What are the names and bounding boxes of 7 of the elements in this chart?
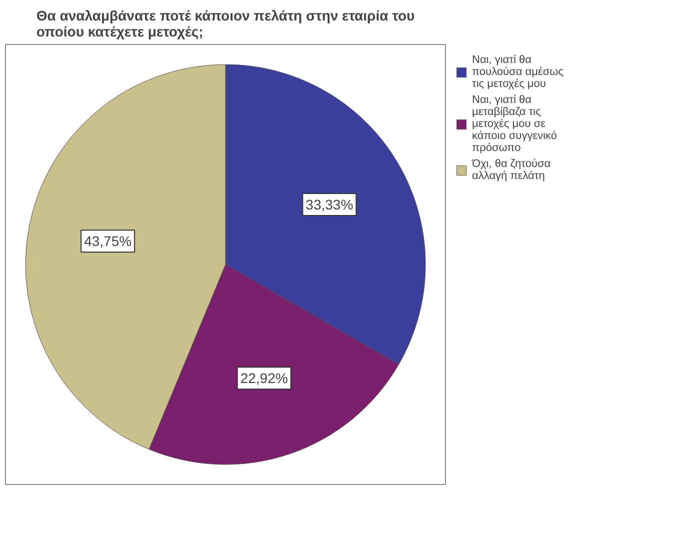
data-label: 43,75% xyxy=(84,233,132,250)
legend-label: Ναι, γιατί θα μεταβίβαζα τις μετοχές μου σε κάποιο συγγενικό πρόσωπο xyxy=(472,94,558,154)
legend-label: Όχι, θα ζητούσα αλλαγή πελάτη xyxy=(472,158,551,182)
chart-title: Θα αναλαμβάνατε ποτέ κάποιον πελάτη στην εταιρία του οποίου κατέχετε μετοχές; xyxy=(36,8,415,40)
data-label: 22,92% xyxy=(240,370,288,386)
data-label: 33,33% xyxy=(306,196,354,212)
legend-label: Ναι, γιατί θα πουλούσα αμέσως τις μετοχές μου xyxy=(472,54,564,90)
